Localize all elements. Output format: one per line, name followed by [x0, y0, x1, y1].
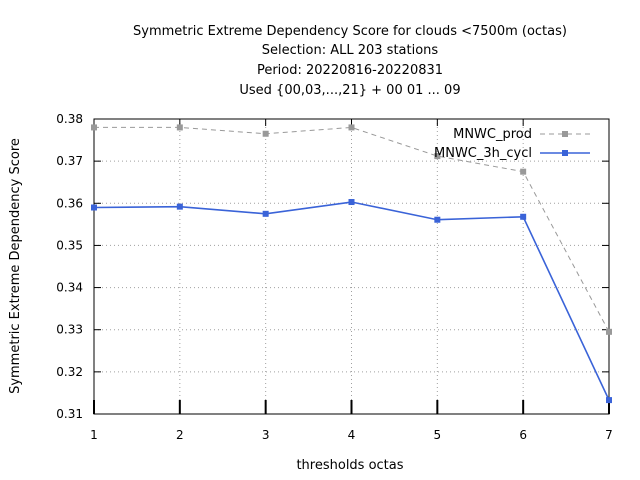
data-point — [434, 216, 441, 223]
data-point — [348, 124, 355, 131]
x-tick-label: 2 — [176, 428, 184, 442]
x-axis-label: thresholds octas — [296, 458, 403, 473]
legend-marker — [562, 150, 568, 156]
data-point — [262, 130, 269, 137]
legend-label: MNWC_3h_cycl — [434, 146, 532, 161]
y-tick-label: 0.38 — [56, 112, 83, 126]
chart-title: Symmetric Extreme Dependency Score for c… — [133, 24, 567, 98]
data-point — [176, 124, 183, 131]
axes: 0.31 0.32 0.33 0.34 0.35 0.36 0.37 0.38 1 2 3 4 5 6 7 — [56, 112, 613, 442]
legend-label: MNWC_prod — [453, 127, 532, 142]
plot-frame — [93, 118, 610, 415]
data-point — [520, 168, 527, 175]
legend: MNWC_prod MNWC_3h_cycl — [434, 127, 590, 161]
y-tick-label: 0.37 — [56, 154, 83, 168]
series — [91, 124, 612, 404]
x-tick-label: 1 — [90, 428, 98, 442]
legend-marker — [562, 131, 568, 137]
x-tick-label: 5 — [434, 428, 442, 442]
x-tick-label: 7 — [605, 428, 613, 442]
y-tick-label: 0.32 — [56, 365, 83, 379]
y-tick-label: 0.35 — [56, 238, 83, 252]
x-tick-label: 3 — [262, 428, 270, 442]
title-line-3: Period: 20220816-20220831 — [257, 63, 443, 78]
y-tick-label: 0.34 — [56, 281, 83, 295]
data-point — [606, 328, 612, 335]
data-point — [176, 203, 183, 210]
title-line-1: Symmetric Extreme Dependency Score for c… — [133, 24, 567, 39]
data-point — [91, 124, 97, 131]
data-point — [348, 199, 355, 206]
x-tick-label: 4 — [348, 428, 356, 442]
data-point — [91, 204, 97, 211]
y-tick-label: 0.31 — [56, 407, 83, 421]
title-line-4: Used {00,03,...,21} + 00 01 ... 09 — [239, 83, 460, 98]
y-tick-label: 0.33 — [56, 323, 83, 337]
title-line-2: Selection: ALL 203 stations — [262, 43, 439, 58]
y-axis-label: Symmetric Extreme Dependency Score — [8, 138, 23, 394]
grid — [94, 119, 609, 414]
data-point — [606, 397, 612, 404]
data-point — [434, 153, 441, 160]
data-point — [262, 210, 269, 217]
x-tick-label: 6 — [519, 428, 527, 442]
y-tick-label: 0.36 — [56, 196, 83, 210]
data-point — [520, 213, 527, 220]
